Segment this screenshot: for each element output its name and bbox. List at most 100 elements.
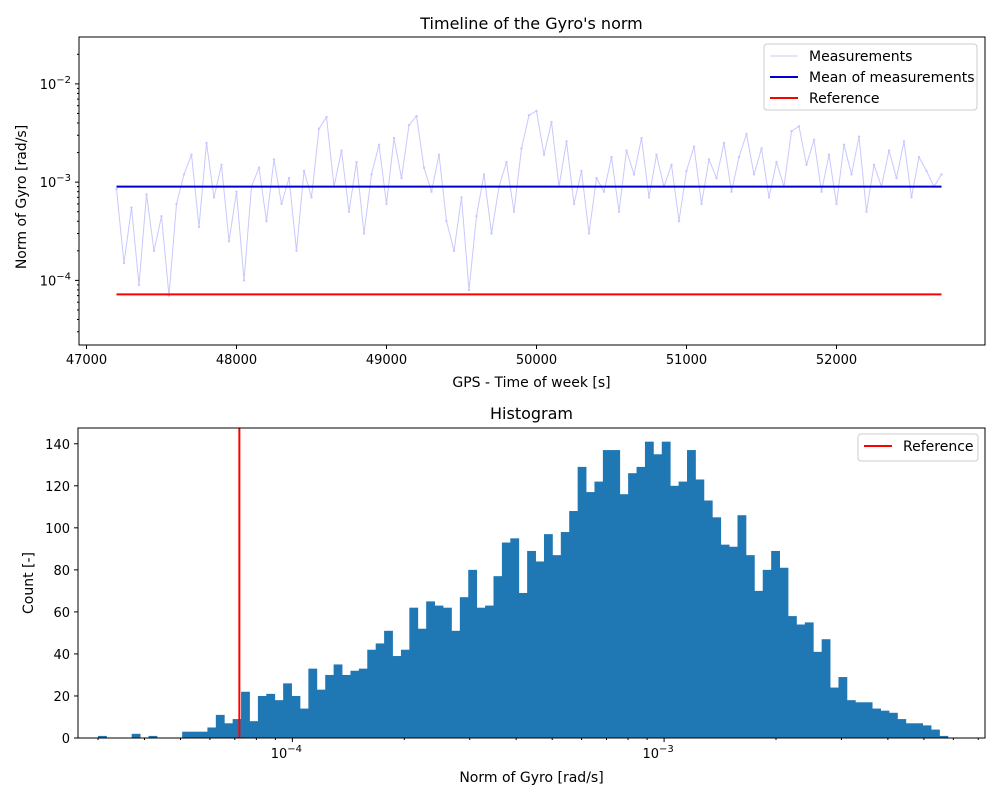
histogram-bar [804, 622, 814, 738]
data-point-measurements [152, 249, 156, 252]
histogram-bar [703, 500, 713, 738]
data-point-measurements [722, 141, 726, 145]
data-point-measurements [835, 202, 838, 206]
histogram-bars-group [98, 428, 949, 738]
data-point-measurements [745, 132, 748, 136]
histogram-bar [678, 481, 688, 738]
data-point-measurements [130, 206, 133, 209]
histogram-title: Histogram [490, 404, 573, 423]
histogram-legend: Reference [857, 433, 979, 462]
data-point-measurements [572, 202, 576, 206]
data-point-measurements [887, 149, 891, 152]
histogram-axes-frame [77, 427, 986, 739]
data-point-measurements [302, 169, 306, 173]
y-tick-label: 0 [62, 732, 70, 747]
histogram-bar [586, 492, 595, 738]
data-point-measurements [565, 140, 568, 143]
data-point-measurements [400, 176, 403, 180]
histogram-bar [821, 639, 831, 738]
data-point-measurements [325, 115, 328, 119]
histogram-plot: Histogram 0 20 40 60 80 100 120 140 10−4 10−3 Nor… [21, 404, 986, 786]
data-point-measurements [812, 138, 816, 141]
data-point-measurements [647, 196, 651, 199]
data-point-measurements [617, 210, 621, 213]
histogram-axes: 0 20 40 60 80 100 120 140 10−4 10−3 [45, 427, 986, 762]
y-tick-label: 10−3 [40, 173, 71, 191]
histogram-bar [687, 450, 696, 738]
histogram-bar [342, 674, 351, 738]
data-point-measurements [175, 202, 178, 206]
data-point-measurements [280, 202, 283, 206]
histogram-bar [274, 700, 284, 738]
histogram-bar [880, 710, 890, 738]
histogram-bar [552, 555, 562, 738]
data-point-measurements [145, 193, 148, 196]
data-point-measurements [452, 249, 456, 252]
histogram-bar [644, 441, 654, 738]
data-point-measurements [482, 173, 486, 176]
data-point-measurements [445, 220, 448, 223]
histogram-bar [459, 597, 469, 738]
data-point-measurements [872, 163, 876, 166]
data-point-measurements [797, 125, 801, 128]
histogram-bar [291, 695, 301, 738]
timeline-legend: Measurements Mean of measurements Refere… [763, 43, 978, 111]
histogram-bar [476, 607, 486, 738]
data-point-measurements [895, 176, 898, 180]
timeline-legend-label-reference: Reference [809, 91, 880, 107]
histogram-bar [619, 494, 629, 738]
data-point-measurements [542, 153, 546, 156]
histogram-bar [771, 550, 780, 738]
data-point-measurements [632, 173, 636, 176]
histogram-bar [661, 441, 671, 738]
histogram-bar [417, 628, 427, 738]
data-point-measurements [827, 153, 831, 156]
data-point-measurements [377, 143, 381, 146]
data-point-measurements [197, 225, 201, 229]
histogram-bar [283, 683, 292, 738]
data-point-measurements [460, 196, 463, 199]
histogram-bar [308, 668, 318, 738]
histogram-bar [485, 605, 494, 738]
histogram-bar [367, 649, 377, 738]
data-point-measurements [595, 176, 598, 180]
timeline-x-axis-label: GPS - Time of week [s] [452, 375, 610, 391]
histogram-bar [922, 725, 932, 738]
histogram-bar [527, 550, 536, 738]
histogram-bar [241, 691, 250, 738]
data-point-measurements [857, 135, 861, 138]
histogram-bar [754, 590, 764, 738]
histogram-legend-label-reference: Reference [903, 439, 974, 455]
data-point-measurements [475, 215, 478, 218]
x-tick-label: 10−3 [642, 744, 673, 762]
histogram-bar [712, 517, 722, 738]
histogram-bar [493, 576, 503, 738]
timeline-series-group [115, 109, 943, 297]
timeline-legend-box [763, 43, 978, 111]
data-point-measurements [587, 232, 591, 235]
x-tick-label: 52000 [816, 353, 857, 368]
histogram-bar [249, 721, 259, 738]
histogram-bar [535, 561, 545, 738]
data-point-measurements [430, 190, 433, 193]
data-point-measurements [737, 155, 741, 159]
histogram-bar [611, 450, 621, 738]
y-tick-label: 10−2 [40, 75, 71, 93]
timeline-legend-label-measurements: Measurements [809, 49, 912, 65]
histogram-bar [653, 454, 663, 738]
x-tick-label: 10−4 [271, 744, 302, 762]
data-point-measurements [310, 196, 313, 199]
x-tick-label: 50000 [516, 353, 557, 368]
data-point-measurements [407, 124, 411, 127]
data-point-measurements [505, 160, 508, 164]
histogram-bar [358, 668, 368, 738]
data-point-measurements [820, 190, 823, 193]
histogram-bar [762, 569, 772, 738]
histogram-x-axis-label: Norm of Gyro [rad/s] [459, 770, 603, 786]
histogram-bar [569, 511, 579, 738]
histogram-bar [199, 731, 208, 738]
data-point-measurements [902, 140, 906, 143]
data-point-measurements [692, 145, 696, 148]
histogram-bar [914, 723, 924, 738]
